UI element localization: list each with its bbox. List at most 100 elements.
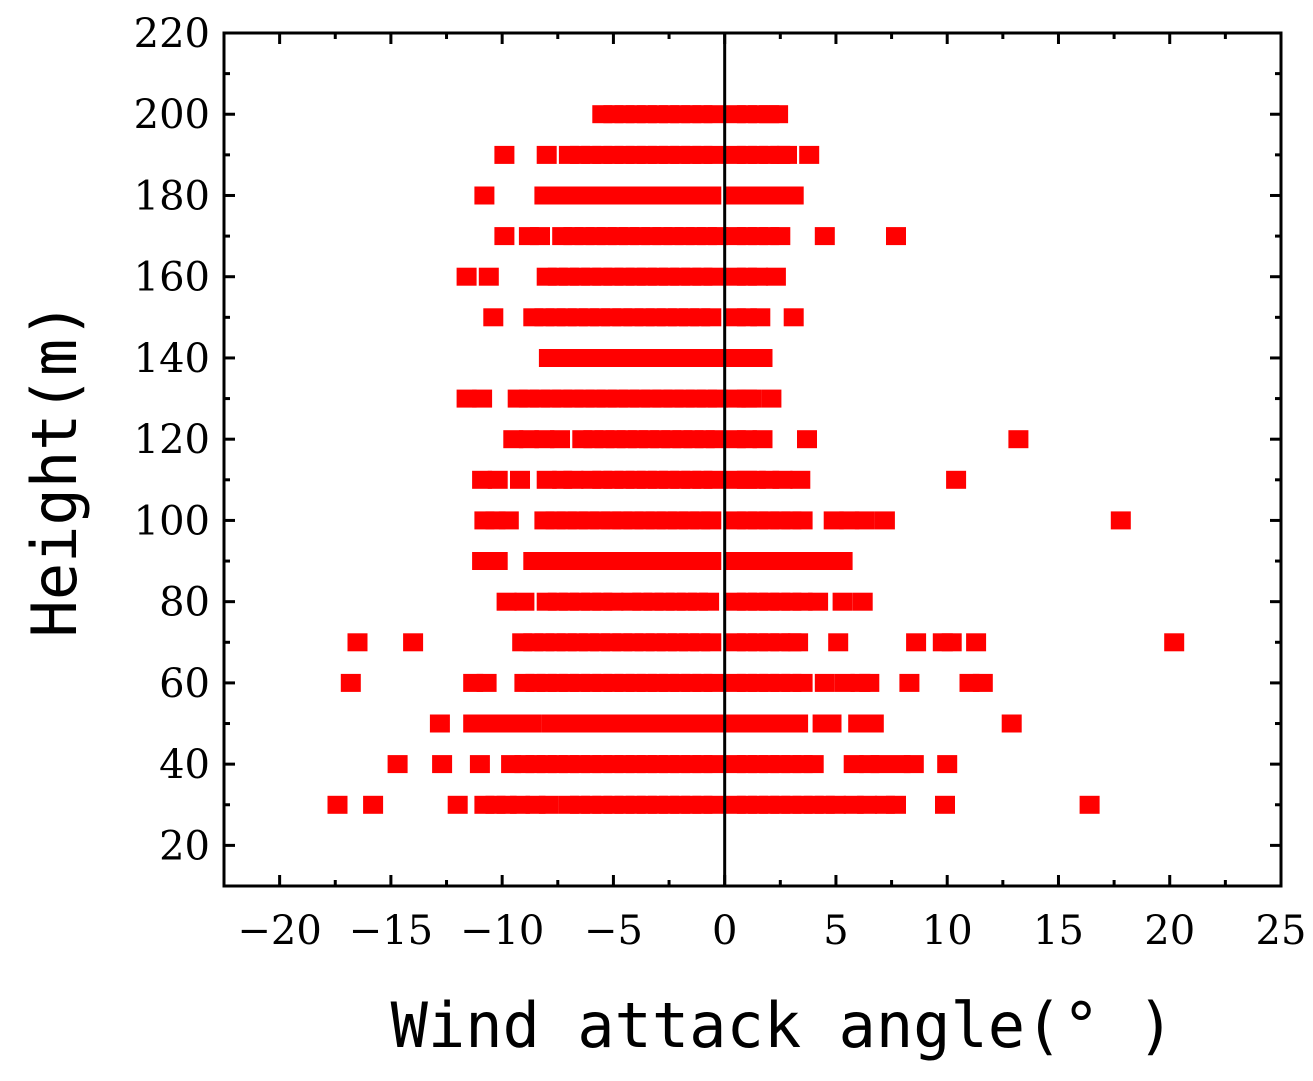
data-point <box>494 145 515 164</box>
data-point <box>474 186 495 205</box>
axis-ticks <box>222 31 1283 888</box>
data-point <box>1110 511 1131 530</box>
y-tick-label: 100 <box>134 498 210 544</box>
data-point <box>937 755 958 774</box>
data-point <box>886 795 906 814</box>
data-point <box>899 673 920 692</box>
data-point <box>848 714 869 733</box>
data-point <box>534 430 555 449</box>
x-tick-label: −20 <box>237 908 321 954</box>
data-point <box>941 633 962 652</box>
data-point <box>825 795 846 814</box>
data-point <box>521 714 542 733</box>
data-point <box>790 470 811 489</box>
data-point <box>483 308 504 327</box>
x-tick-label: 0 <box>712 908 737 954</box>
y-tick-label: 180 <box>134 173 210 219</box>
data-point <box>703 673 724 692</box>
data-point <box>1001 714 1022 733</box>
data-point <box>699 592 720 611</box>
data-point <box>387 755 408 774</box>
data-point <box>903 755 924 774</box>
y-tick-label: 120 <box>134 417 210 463</box>
data-point <box>530 227 550 246</box>
data-point <box>703 795 724 814</box>
data-point <box>1164 633 1185 652</box>
x-tick-label: 15 <box>1033 908 1084 954</box>
data-point <box>327 795 348 814</box>
x-tick-label: −5 <box>584 908 643 954</box>
data-point <box>476 673 497 692</box>
data-point <box>1079 795 1100 814</box>
data-point <box>703 470 724 489</box>
x-tick-label: 10 <box>922 908 973 954</box>
data-point <box>799 145 820 164</box>
x-tick-label: −10 <box>460 908 544 954</box>
data-point <box>863 714 884 733</box>
data-point <box>472 389 493 408</box>
data-point <box>736 430 757 449</box>
data-point <box>857 795 878 814</box>
data-point <box>363 795 384 814</box>
data-point <box>498 511 519 530</box>
data-point <box>536 145 557 164</box>
y-tick-label: 140 <box>134 336 210 382</box>
data-point <box>814 227 835 246</box>
data-point <box>906 633 927 652</box>
x-axis-title: Wind attack angle(° ) <box>391 989 1175 1062</box>
data-point <box>429 714 450 733</box>
data-point <box>752 349 773 367</box>
data-point <box>705 349 726 367</box>
data-point <box>736 349 757 367</box>
data-point <box>703 755 724 774</box>
data-point <box>752 430 773 449</box>
data-point <box>823 511 844 530</box>
y-tick-label: 40 <box>159 742 210 788</box>
data-point <box>708 714 728 733</box>
data-point <box>859 673 880 692</box>
data-point <box>828 633 849 652</box>
data-point <box>456 389 477 408</box>
data-point <box>701 633 722 652</box>
data-point <box>503 430 524 449</box>
data-point <box>808 592 829 611</box>
plot-frame <box>222 31 1283 888</box>
data-point <box>821 714 842 733</box>
data-point <box>550 430 570 449</box>
x-tick-label: 5 <box>823 908 848 954</box>
data-point <box>765 267 786 286</box>
data-point <box>770 227 791 246</box>
data-point <box>510 470 530 489</box>
data-point <box>788 633 809 652</box>
data-point <box>839 511 860 530</box>
data-point <box>536 470 557 489</box>
data-point <box>874 511 895 530</box>
tick-labels: −20 −15 −10 −5 0 5 10 15 20 25 20 40 60 80 100 120 140 16… <box>134 11 1307 954</box>
data-point <box>750 308 771 327</box>
data-point <box>701 511 722 530</box>
data-point <box>496 592 517 611</box>
data-point <box>803 755 824 774</box>
data-point <box>777 145 797 164</box>
y-tick-label: 80 <box>159 580 210 626</box>
data-point <box>563 470 584 489</box>
y-axis-title: Height(m) <box>18 302 91 638</box>
y-tick-label: 60 <box>159 661 210 707</box>
data-point <box>832 592 853 611</box>
data-point <box>946 470 967 489</box>
data-point <box>792 673 813 692</box>
data-point <box>783 186 804 205</box>
data-point <box>447 795 468 814</box>
data-point <box>1008 430 1029 449</box>
data-point <box>972 673 993 692</box>
data-points <box>327 105 1185 814</box>
data-point <box>966 633 987 652</box>
data-point <box>514 592 535 611</box>
data-point <box>886 227 906 246</box>
data-point <box>772 470 793 489</box>
data-point <box>518 430 539 449</box>
data-point <box>432 755 453 774</box>
data-point <box>792 511 813 530</box>
data-point <box>741 389 762 408</box>
